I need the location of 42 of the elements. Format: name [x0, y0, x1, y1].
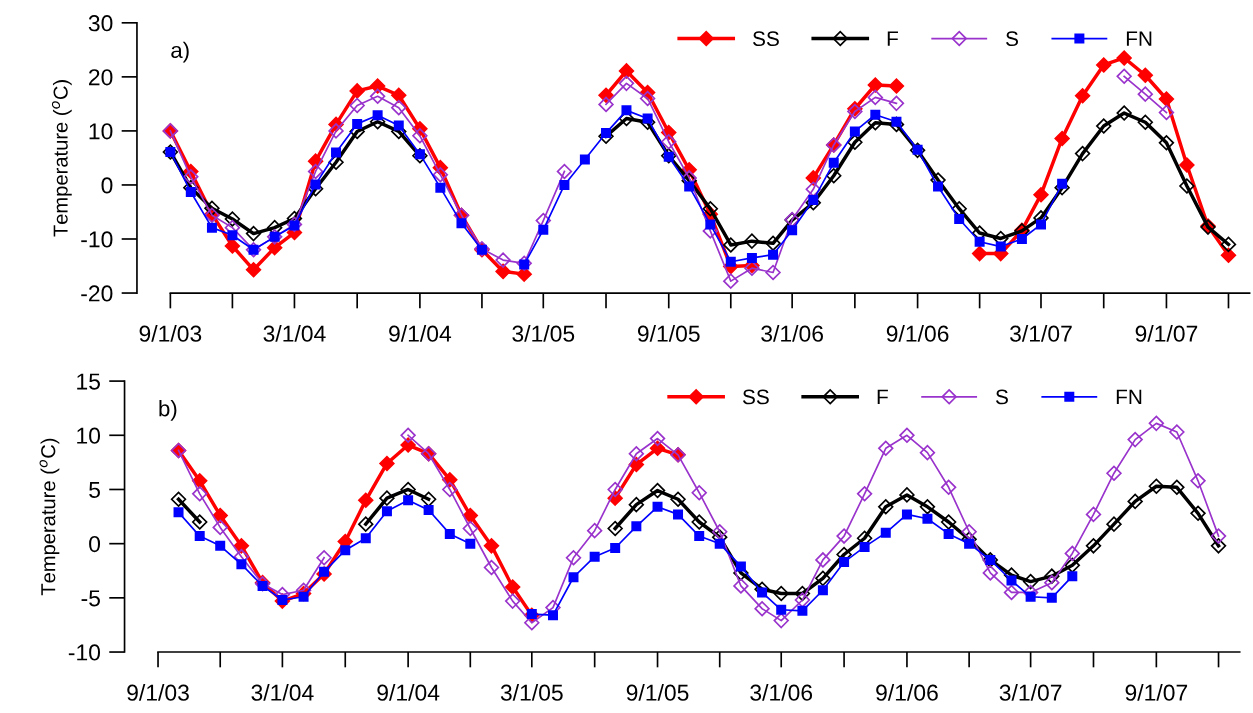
- legend-label: SS: [742, 389, 769, 405]
- legend-label: F: [887, 31, 898, 46]
- x-tick-label: 9/1/04: [389, 324, 452, 342]
- x-tick-label: 9/1/04: [377, 683, 440, 701]
- x-tick-label: 9/1/03: [127, 683, 189, 701]
- legend-label: FN: [1116, 389, 1142, 405]
- legend-label: FN: [1126, 31, 1152, 46]
- x-tick-label: 9/1/05: [626, 683, 689, 701]
- x-tick-label: 9/1/07: [1135, 324, 1198, 342]
- x-tick-label: 3/1/07: [999, 683, 1062, 701]
- y-axis-title: Temperature ($^{o}$C): [39, 438, 60, 596]
- x-tick-label: 3/1/06: [750, 683, 813, 701]
- y-axis-title: Temperature ($^{o}$C): [51, 80, 72, 237]
- legend-label: SS: [752, 31, 779, 47]
- y-tick-label: -5: [81, 590, 100, 607]
- x-tick-label: 9/1/07: [1125, 683, 1188, 701]
- y-tick-label: 10: [77, 427, 101, 444]
- x-tick-label: 3/1/06: [761, 324, 823, 342]
- y-tick-label: 20: [89, 69, 113, 86]
- y-tick-label: 15: [77, 373, 100, 390]
- x-tick-label: 3/1/04: [251, 683, 314, 701]
- annotation: b): [159, 400, 177, 421]
- x-tick-label: 9/1/06: [876, 683, 938, 701]
- y-tick-label: 0: [89, 535, 101, 553]
- x-tick-label: 3/1/05: [500, 683, 563, 701]
- legend-label: S: [995, 389, 1008, 405]
- y-tick-label: 10: [89, 123, 113, 140]
- x-tick-label: 9/1/05: [637, 324, 700, 342]
- annotation: a): [171, 41, 189, 63]
- y-tick-label: -20: [81, 285, 113, 302]
- x-tick-label: 3/1/07: [1010, 324, 1072, 342]
- legend-label: S: [1006, 31, 1018, 47]
- y-tick-label: 0: [101, 177, 113, 194]
- x-tick-label: 9/1/03: [139, 324, 202, 342]
- x-tick-label: 9/1/06: [886, 324, 949, 342]
- legend-label: F: [877, 389, 888, 405]
- y-tick-label: 5: [89, 482, 100, 498]
- y-tick-label: 30: [88, 15, 113, 32]
- x-tick-label: 3/1/05: [512, 324, 575, 342]
- y-tick-label: -10: [68, 644, 101, 661]
- y-tick-label: -10: [81, 231, 113, 248]
- x-tick-label: 3/1/04: [263, 324, 326, 342]
